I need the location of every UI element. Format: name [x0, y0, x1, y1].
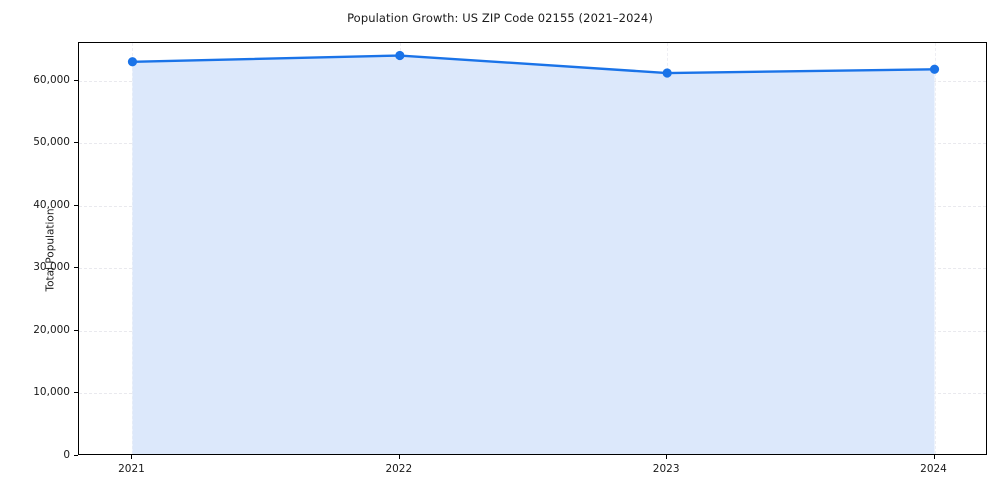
y-tick-mark [74, 455, 78, 456]
series-area-line [127, 50, 940, 454]
data-point-marker [929, 64, 940, 74]
data-point-marker [127, 57, 138, 67]
x-tick-mark [398, 455, 400, 459]
x-tick-label: 2024 [920, 463, 947, 475]
data-point-marker [395, 50, 405, 61]
y-tick-label: 60,000 [33, 73, 70, 86]
y-tick-label: 30,000 [33, 261, 70, 274]
y-tick-label: 50,000 [33, 136, 70, 149]
gridline-vertical [934, 43, 936, 454]
x-tick-label: 2023 [652, 463, 680, 475]
x-tick-mark [666, 455, 668, 459]
area-fill [132, 55, 935, 454]
plot-area [78, 42, 987, 455]
y-tick-label: 10,000 [33, 386, 70, 399]
series-markers [127, 50, 940, 78]
data-point-marker [662, 68, 672, 78]
x-tick-mark [933, 455, 935, 459]
y-tick-label: 0 [63, 449, 70, 461]
series-line [131, 54, 936, 75]
y-tick-label: 40,000 [33, 198, 70, 211]
x-tick-label: 2022 [385, 463, 413, 475]
chart-title: Population Growth: US ZIP Code 02155 (20… [347, 11, 653, 25]
x-tick-label: 2021 [118, 463, 145, 475]
y-tick-label: 20,000 [33, 323, 70, 336]
x-tick-mark [131, 455, 133, 459]
y-axis-label: Total Population [44, 208, 57, 292]
